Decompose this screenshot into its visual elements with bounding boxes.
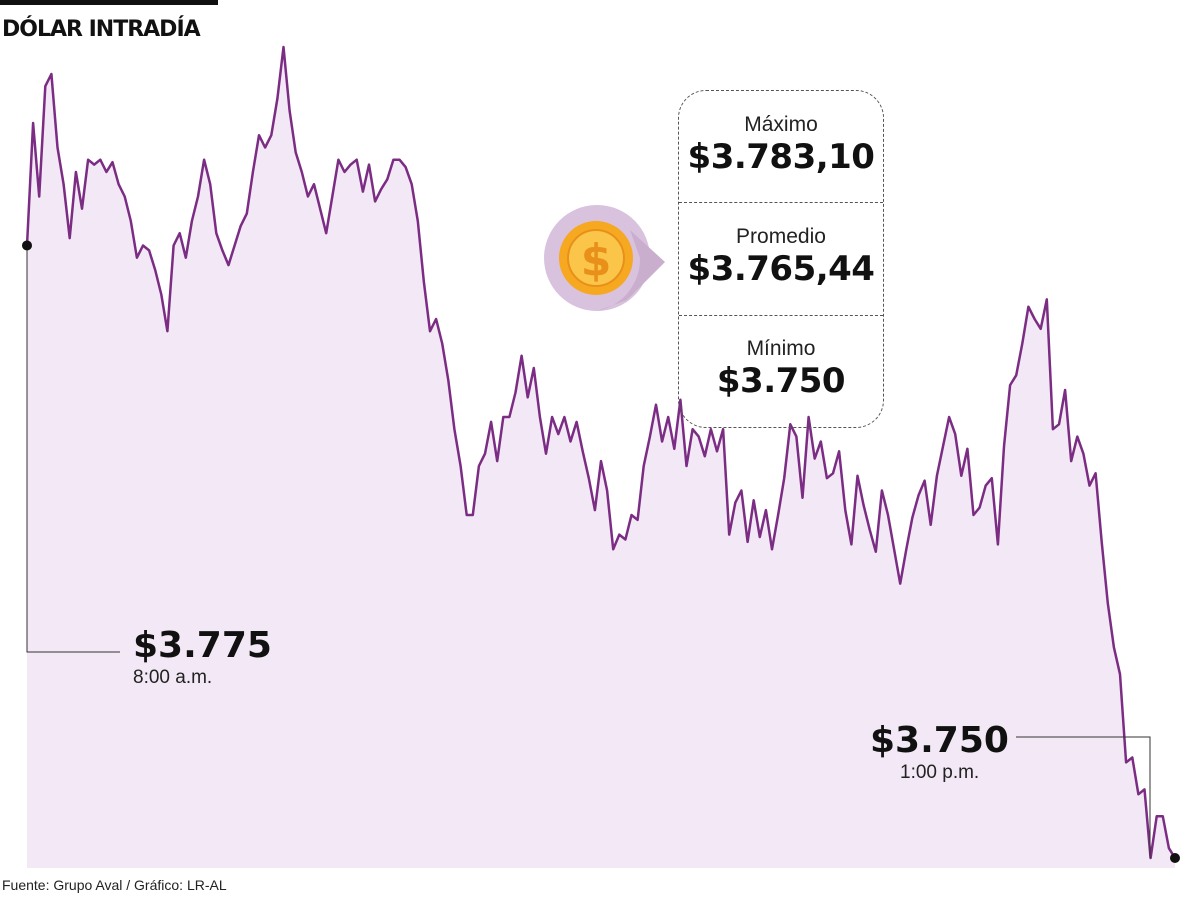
chart-marks (22, 45, 1180, 868)
start-time-label: 8:00 a.m. (133, 667, 213, 688)
end-leader-line (1016, 736, 1151, 858)
stats-box: Máximo $3.783,10 Promedio $3.765,44 Míni… (678, 90, 884, 428)
start-point-marker (22, 240, 32, 251)
stat-avg: Promedio $3.765,44 (679, 225, 883, 289)
stat-max-label: Máximo (744, 113, 818, 136)
chart-title: DÓLAR INTRADÍA (2, 17, 201, 42)
stat-max-value: $3.783,10 (687, 137, 875, 177)
stat-max: Máximo $3.783,10 (679, 113, 883, 177)
source-note: Fuente: Grupo Aval / Gráfico: LR-AL (2, 877, 227, 893)
end-time-label: 1:00 p.m. (900, 762, 980, 783)
start-leader-line (26, 245, 120, 653)
stat-min-label: Mínimo (746, 337, 816, 360)
end-value-label: $3.750 (870, 720, 1009, 761)
title-rule (0, 0, 218, 5)
stat-min-value: $3.750 (716, 361, 846, 401)
stat-divider (679, 202, 883, 203)
coin-dollar-sign: $ (581, 235, 612, 286)
stat-avg-value: $3.765,44 (687, 249, 875, 289)
stat-avg-label: Promedio (736, 225, 826, 248)
coin-shadow (597, 230, 665, 311)
stat-divider (679, 315, 883, 316)
start-value-label: $3.775 (133, 625, 272, 666)
coin-inner (567, 229, 625, 287)
end-point-marker (1170, 853, 1180, 863)
price-line (25, 45, 1177, 860)
dollar-coin-icon: $ (544, 205, 665, 311)
stat-min: Mínimo $3.750 (679, 337, 883, 401)
area-fill (27, 47, 1175, 868)
